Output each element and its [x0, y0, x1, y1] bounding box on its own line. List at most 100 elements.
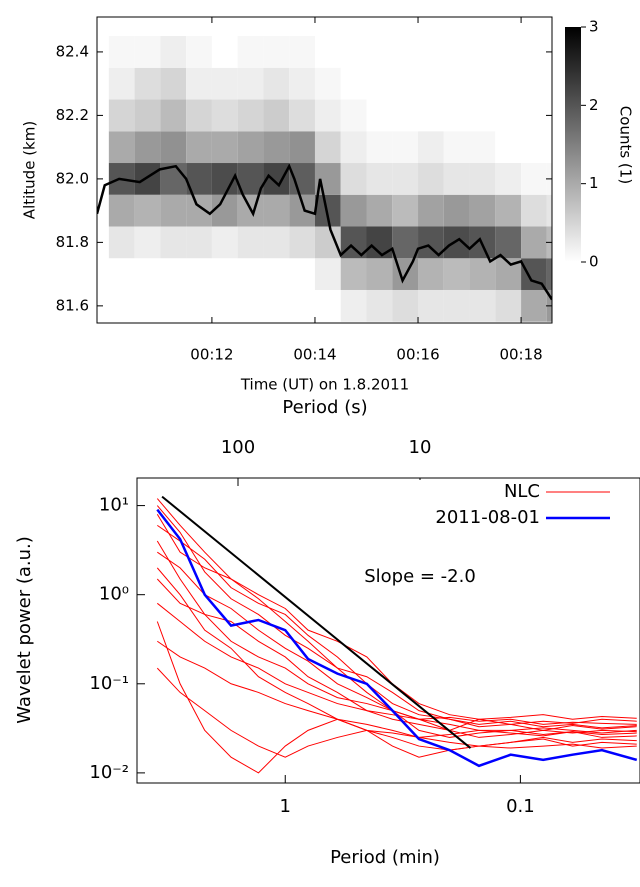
nlc-line	[156, 621, 637, 774]
heat-cell	[314, 131, 341, 164]
heat-cell	[186, 226, 212, 259]
y-axis-label: Wavelet power (a.u.)	[14, 536, 35, 724]
nlc-line	[156, 578, 637, 731]
annotation: Slope = -2.0	[364, 566, 476, 587]
heat-cell	[289, 258, 315, 290]
x-tick-label: 00:16	[396, 346, 439, 364]
heat-cell	[134, 194, 161, 227]
heat-cell	[211, 226, 238, 259]
heat-cell	[289, 131, 315, 164]
heat-cell	[237, 67, 264, 100]
heat-cell	[237, 289, 264, 322]
heat-cell	[263, 67, 290, 100]
heat-cell	[134, 36, 161, 68]
nlc-line	[156, 667, 637, 758]
x-tick-label: 00:14	[293, 346, 336, 364]
heat-cell	[314, 67, 341, 100]
heat-cell	[443, 163, 470, 195]
heat-cell	[469, 258, 496, 290]
heat-cell	[392, 163, 419, 195]
x2-tick-label: 100	[221, 437, 255, 458]
heat-cell	[443, 36, 470, 68]
heat-cell	[134, 289, 161, 322]
nlc-line	[157, 524, 637, 729]
altitude-line	[97, 163, 552, 301]
heat-cell	[546, 194, 552, 227]
heat-cell	[418, 36, 444, 68]
heat-cell	[211, 194, 238, 227]
heat-cell	[108, 194, 135, 227]
x2-axis-label: Period (s)	[282, 397, 367, 418]
heat-cell	[521, 226, 547, 259]
heat-cell	[289, 36, 315, 68]
nlc-line	[157, 551, 637, 738]
y-tick-label: 10¹	[99, 495, 129, 516]
y-axis-label: Altitude (km)	[21, 121, 39, 219]
heat-cell	[392, 226, 419, 259]
heat-cell	[418, 163, 444, 195]
x-axis-label: Period (min)	[330, 847, 440, 868]
heat-cell	[495, 36, 522, 68]
heat-cell	[314, 258, 341, 290]
heat-cell	[314, 99, 341, 132]
heat-cell	[443, 99, 470, 132]
heat-cell	[392, 67, 419, 100]
heat-cell	[366, 36, 393, 68]
heat-cell	[469, 99, 496, 132]
y-tick-label: 82.4	[56, 42, 89, 60]
heat-cell	[237, 131, 264, 164]
heat-cell	[443, 258, 470, 290]
y-tick-label: 10⁻²	[89, 762, 129, 783]
heat-cell	[263, 131, 290, 164]
heat-cell	[108, 258, 135, 290]
heat-cell	[263, 258, 290, 290]
y-tick-label: 10⁰	[99, 584, 129, 605]
heat-cell	[263, 226, 290, 259]
heat-cell	[546, 131, 552, 164]
x2-tick-label: 10	[409, 437, 432, 458]
heat-cell	[418, 289, 444, 322]
heat-cell	[366, 67, 393, 100]
heat-cell	[134, 99, 161, 132]
legend-label: NLC	[504, 481, 540, 502]
heat-cell	[237, 99, 264, 132]
heat-cell	[392, 36, 419, 68]
heat-cell	[237, 226, 264, 259]
heat-cell	[314, 36, 341, 68]
heat-cell	[160, 131, 187, 164]
heat-cell	[340, 258, 367, 290]
heat-cell	[443, 67, 470, 100]
heat-cell	[366, 289, 393, 322]
heat-cell	[289, 289, 315, 322]
heat-cell	[392, 131, 419, 164]
heat-cell	[289, 99, 315, 132]
heat-cell	[134, 67, 161, 100]
heat-cell	[134, 258, 161, 290]
heat-cell	[546, 258, 552, 290]
heat-cell	[186, 36, 212, 68]
heat-cell	[186, 258, 212, 290]
heat-cell	[160, 258, 187, 290]
heat-cell	[366, 131, 393, 164]
heat-cell	[521, 163, 547, 195]
heat-cell	[418, 67, 444, 100]
heat-cell	[469, 194, 496, 227]
y-tick-label: 81.8	[56, 233, 89, 251]
heat-cell	[418, 194, 444, 227]
heat-cell	[340, 194, 367, 227]
heat-cell	[108, 289, 135, 322]
heat-cell	[521, 36, 547, 68]
heat-cell	[443, 226, 470, 259]
heat-cell	[211, 67, 238, 100]
heat-cell	[160, 36, 187, 68]
heat-cell	[495, 289, 522, 322]
heat-cell	[134, 226, 161, 259]
heat-cell	[418, 131, 444, 164]
heat-cell	[443, 131, 470, 164]
nlc-line	[156, 567, 637, 758]
heat-cell	[263, 194, 290, 227]
y-tick-label: 82.0	[56, 169, 89, 187]
heat-cell	[469, 67, 496, 100]
heat-cell	[521, 67, 547, 100]
heat-cell	[495, 194, 522, 227]
